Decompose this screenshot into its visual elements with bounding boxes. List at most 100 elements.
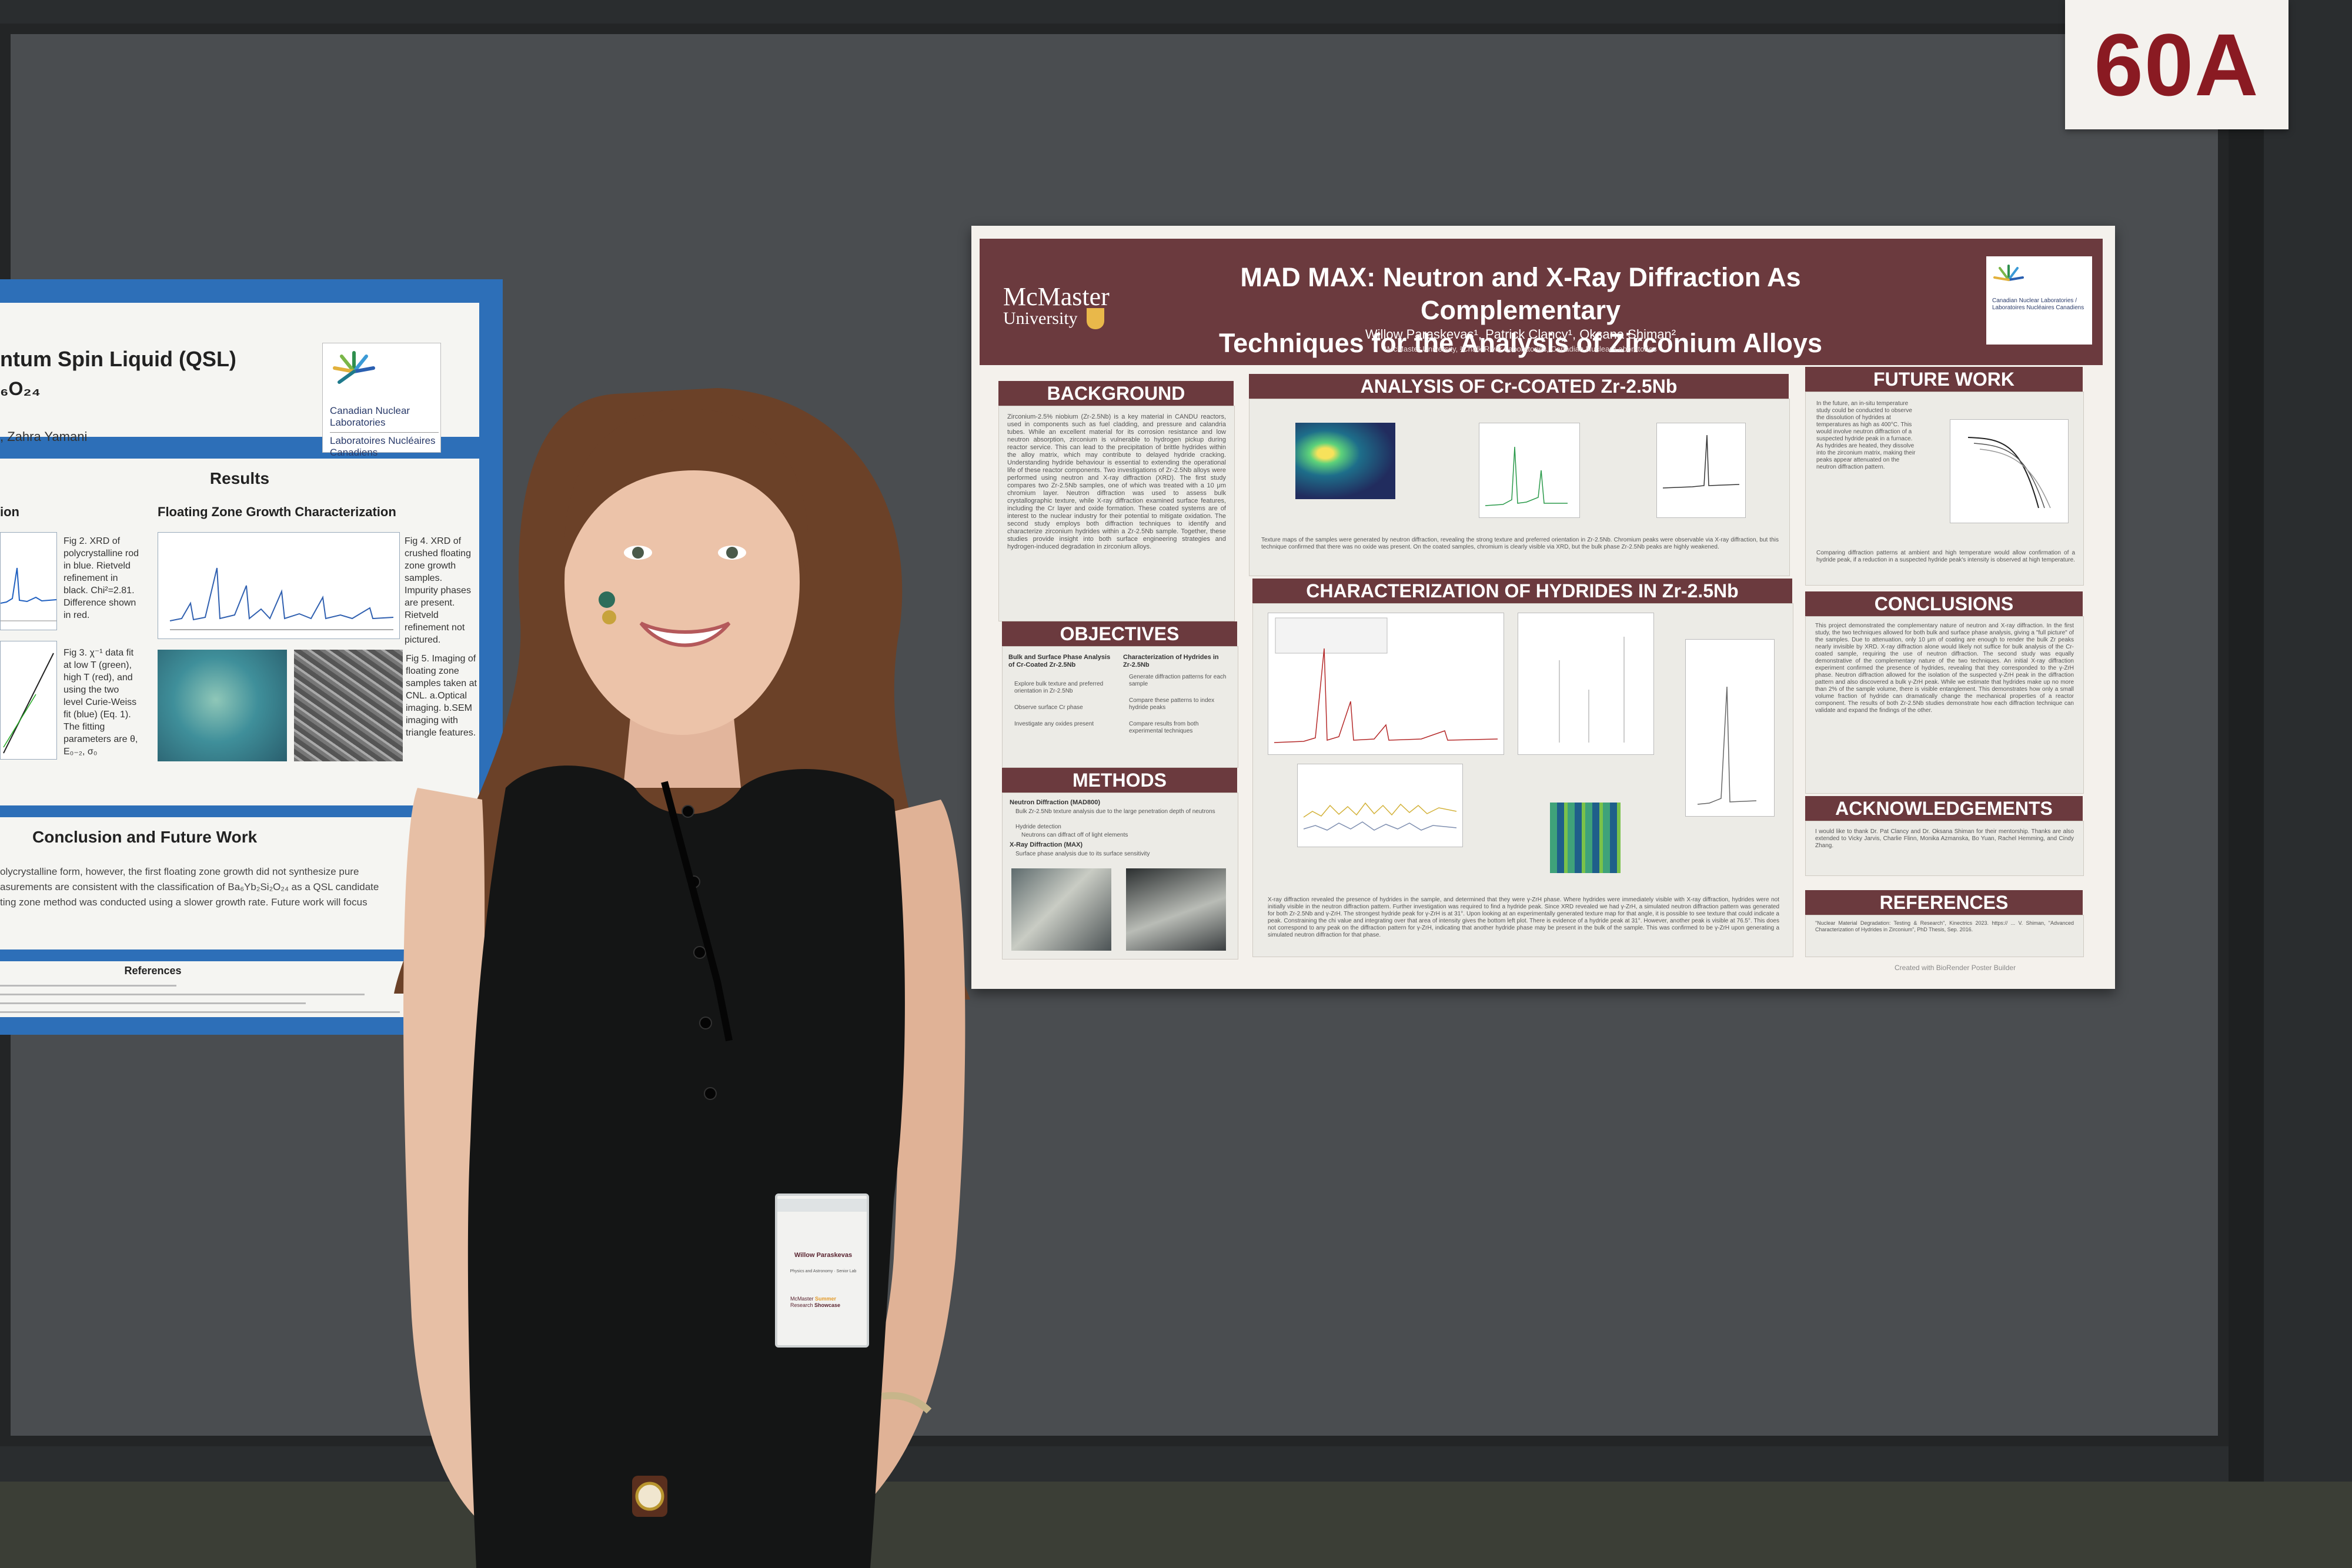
- conclusions-panel: This project demonstrated the complement…: [1805, 616, 2084, 794]
- background-panel: Zirconium-2.5% niobium (Zr-2.5Nb) is a k…: [998, 406, 1235, 621]
- objectives-col2-item2: Compare these patterns to index hydride …: [1129, 697, 1215, 711]
- hydride-texture-map: [1550, 803, 1621, 873]
- name-badge: Willow Paraskevas Physics and Astronomy …: [775, 1193, 869, 1348]
- methods-panel: Neutron Diffraction (MAD800) Bulk Zr-2.5…: [1002, 793, 1238, 959]
- results-col2-heading: Floating Zone Growth Characterization: [158, 504, 396, 519]
- poster-title-line1: MAD MAX: Neutron and X-Ray Diffraction A…: [1240, 262, 1801, 325]
- left-poster-conclusion: Conclusion and Future Work olycrystallin…: [0, 817, 479, 950]
- objectives-col2-title: Characterization of Hydrides in Zr-2.5Nb: [1123, 654, 1219, 668]
- left-poster-results: Results ion Floating Zone Growth Charact…: [0, 459, 479, 805]
- references-heading-main: REFERENCES: [1805, 890, 2083, 915]
- badge-name: Willow Paraskevas: [794, 1252, 853, 1259]
- acknowledgements-panel: I would like to thank Dr. Pat Clancy and…: [1805, 821, 2084, 876]
- poster-affiliations: ¹McMaster University, ²Chalk River Labor…: [1384, 345, 1657, 353]
- mcmaster-university: University: [1003, 309, 1078, 328]
- research-poster: McMaster University MAD MAX: Neutron and…: [971, 226, 2115, 989]
- objectives-col1-item2: Observe surface Cr phase: [1014, 704, 1083, 711]
- sem-image: [294, 650, 403, 761]
- simulated-pattern-plot: [1518, 613, 1654, 755]
- left-poster-header: ntum Spin Liquid (QSL) ₆O₂₄ , Zahra Yama…: [0, 303, 479, 458]
- left-poster-formula: ₆O₂₄: [0, 378, 41, 399]
- results-heading: Results: [209, 469, 270, 487]
- references-heading: References: [124, 965, 182, 977]
- cnl-logo-line4: Canadiens: [330, 447, 378, 458]
- badge-event-line3: Research: [790, 1302, 813, 1308]
- methods-item1-point1: Bulk Zr-2.5Nb texture analysis due to th…: [1015, 808, 1215, 815]
- cnl-logo-line2: Laboratories: [330, 417, 386, 428]
- poster-authors: Willow Paraskevas¹, Patrick Clancy¹, Oks…: [1365, 327, 1676, 342]
- future-work-panel: In the future, an in-situ temperature st…: [1805, 392, 2084, 586]
- methods-item2-title: X-Ray Diffraction (MAX): [1010, 841, 1083, 848]
- mad800-photo: [1011, 868, 1111, 951]
- conclusion-heading: Conclusion and Future Work: [32, 828, 258, 846]
- analysis-caption: Texture maps of the samples were generat…: [1261, 537, 1779, 550]
- methods-item2-point1: Surface phase analysis due to its surfac…: [1015, 851, 1150, 857]
- cnl-burst-icon: [333, 351, 375, 384]
- conclusions-text: This project demonstrated the complement…: [1815, 623, 2074, 714]
- methods-heading: METHODS: [1002, 768, 1237, 793]
- objectives-col1-title: Bulk and Surface Phase Analysis of Cr-Co…: [1008, 654, 1111, 668]
- booth-number: 60A: [2094, 15, 2260, 114]
- hydrides-panel: X-ray diffraction revealed the presence …: [1252, 603, 1793, 957]
- poster-footer: Created with BioRender Poster Builder: [1895, 964, 2016, 972]
- xrd-plot-coated: [1656, 423, 1746, 518]
- objectives-col2-item1: Generate diffraction patterns for each s…: [1129, 674, 1227, 687]
- integrated-intensity-plot: [1685, 639, 1775, 817]
- conclusion-line2: asurements are consistent with the class…: [0, 881, 379, 892]
- analysis-panel: Texture maps of the samples were generat…: [1249, 399, 1790, 576]
- fig2-caption: Fig 2. XRD of polycrystalline rod in blu…: [64, 536, 139, 620]
- texture-map: [1295, 423, 1395, 499]
- cnl-burst-icon: [1993, 265, 2024, 281]
- xrd-plot-uncoated: [1479, 423, 1580, 518]
- mcmaster-name: McMaster: [1003, 282, 1110, 311]
- xrd-plot-small: [0, 532, 57, 630]
- poster-title-line2: Techniques for the Analysis of Zirconium…: [1219, 328, 1822, 358]
- objectives-col2-item3: Compare results from both experimental t…: [1129, 721, 1199, 734]
- poster-title: MAD MAX: Neutron and X-Ray Diffraction A…: [1138, 261, 1903, 360]
- future-work-text2: Comparing diffraction patterns at ambien…: [1816, 550, 2075, 563]
- methods-item1-title: Neutron Diffraction (MAD800): [1010, 799, 1101, 806]
- ground: [0, 1482, 2352, 1568]
- objectives-col1-item3: Investigate any oxides present: [1014, 721, 1094, 727]
- background-text: Zirconium-2.5% niobium (Zr-2.5Nb) is a k…: [1007, 413, 1226, 550]
- susceptibility-plot: [0, 641, 57, 760]
- references-panel: "Nuclear Material Degradation: Testing &…: [1805, 915, 2084, 957]
- fig3-caption: Fig 3. χ⁻¹ data fit at low T (green), hi…: [64, 648, 138, 757]
- booth-number-card: 60A: [2065, 0, 2288, 129]
- max-photo: [1126, 868, 1226, 951]
- methods-item1-point3: Neutrons can diffract off of light eleme…: [1021, 832, 1128, 838]
- hydrides-heading: CHARACTERIZATION OF HYDRIDES IN Zr-2.5Nb: [1252, 579, 1792, 603]
- references-text: "Nuclear Material Degradation: Testing &…: [1815, 920, 2074, 932]
- acknowledgements-text: I would like to thank Dr. Pat Clancy and…: [1815, 828, 2074, 849]
- cnl-logo-line3: Laboratoires Nucléaires: [330, 432, 439, 447]
- analysis-heading: ANALYSIS OF Cr-COATED Zr-2.5Nb: [1249, 374, 1789, 399]
- presenter-person: [394, 388, 970, 1568]
- cnl-logo-line1: Canadian Nuclear: [330, 405, 410, 416]
- future-work-text1: In the future, an in-situ temperature st…: [1816, 400, 1916, 470]
- cnl-logo-poster: Canadian Nuclear Laboratories / Laborato…: [1986, 256, 2092, 345]
- future-work-heading: FUTURE WORK: [1805, 367, 2083, 392]
- left-poster-title: ntum Spin Liquid (QSL): [0, 347, 236, 371]
- background-heading: BACKGROUND: [998, 381, 1234, 406]
- conclusions-heading: CONCLUSIONS: [1805, 591, 2083, 616]
- fig5-caption: Fig 5. Imaging of floating zone samples …: [406, 654, 477, 738]
- hydride-xrd-plot: [1268, 613, 1504, 755]
- objectives-col1-item1: Explore bulk texture and preferred orien…: [1014, 681, 1104, 694]
- badge-role: Physics and Astronomy · Senior Lab: [790, 1269, 857, 1273]
- neutron-integrated-plot: [1297, 764, 1463, 847]
- floating-zone-xrd-plot: [158, 532, 400, 639]
- left-poster-authors: , Zahra Yamani: [0, 429, 88, 444]
- badge-event-logo: McMaster Summer Research Showcase: [790, 1296, 855, 1309]
- conclusion-line1: olycrystalline form, however, the first …: [0, 866, 359, 877]
- badge-event-line2: Summer: [815, 1296, 837, 1302]
- results-col1-heading: ion: [0, 504, 19, 519]
- badge-event-line4: Showcase: [814, 1302, 841, 1308]
- objectives-heading: OBJECTIVES: [1002, 621, 1237, 646]
- conclusion-line3: ting zone method was conducted using a s…: [0, 897, 368, 908]
- acknowledgements-heading: ACKNOWLEDGEMENTS: [1805, 796, 2083, 821]
- mcmaster-logo: McMaster University: [1003, 282, 1110, 329]
- poster-header: McMaster University MAD MAX: Neutron and…: [980, 239, 2103, 365]
- cnl-logo: Canadian Nuclear Laboratories Laboratoir…: [322, 343, 441, 458]
- fig4-caption: Fig 4. XRD of crushed floating zone grow…: [405, 536, 471, 645]
